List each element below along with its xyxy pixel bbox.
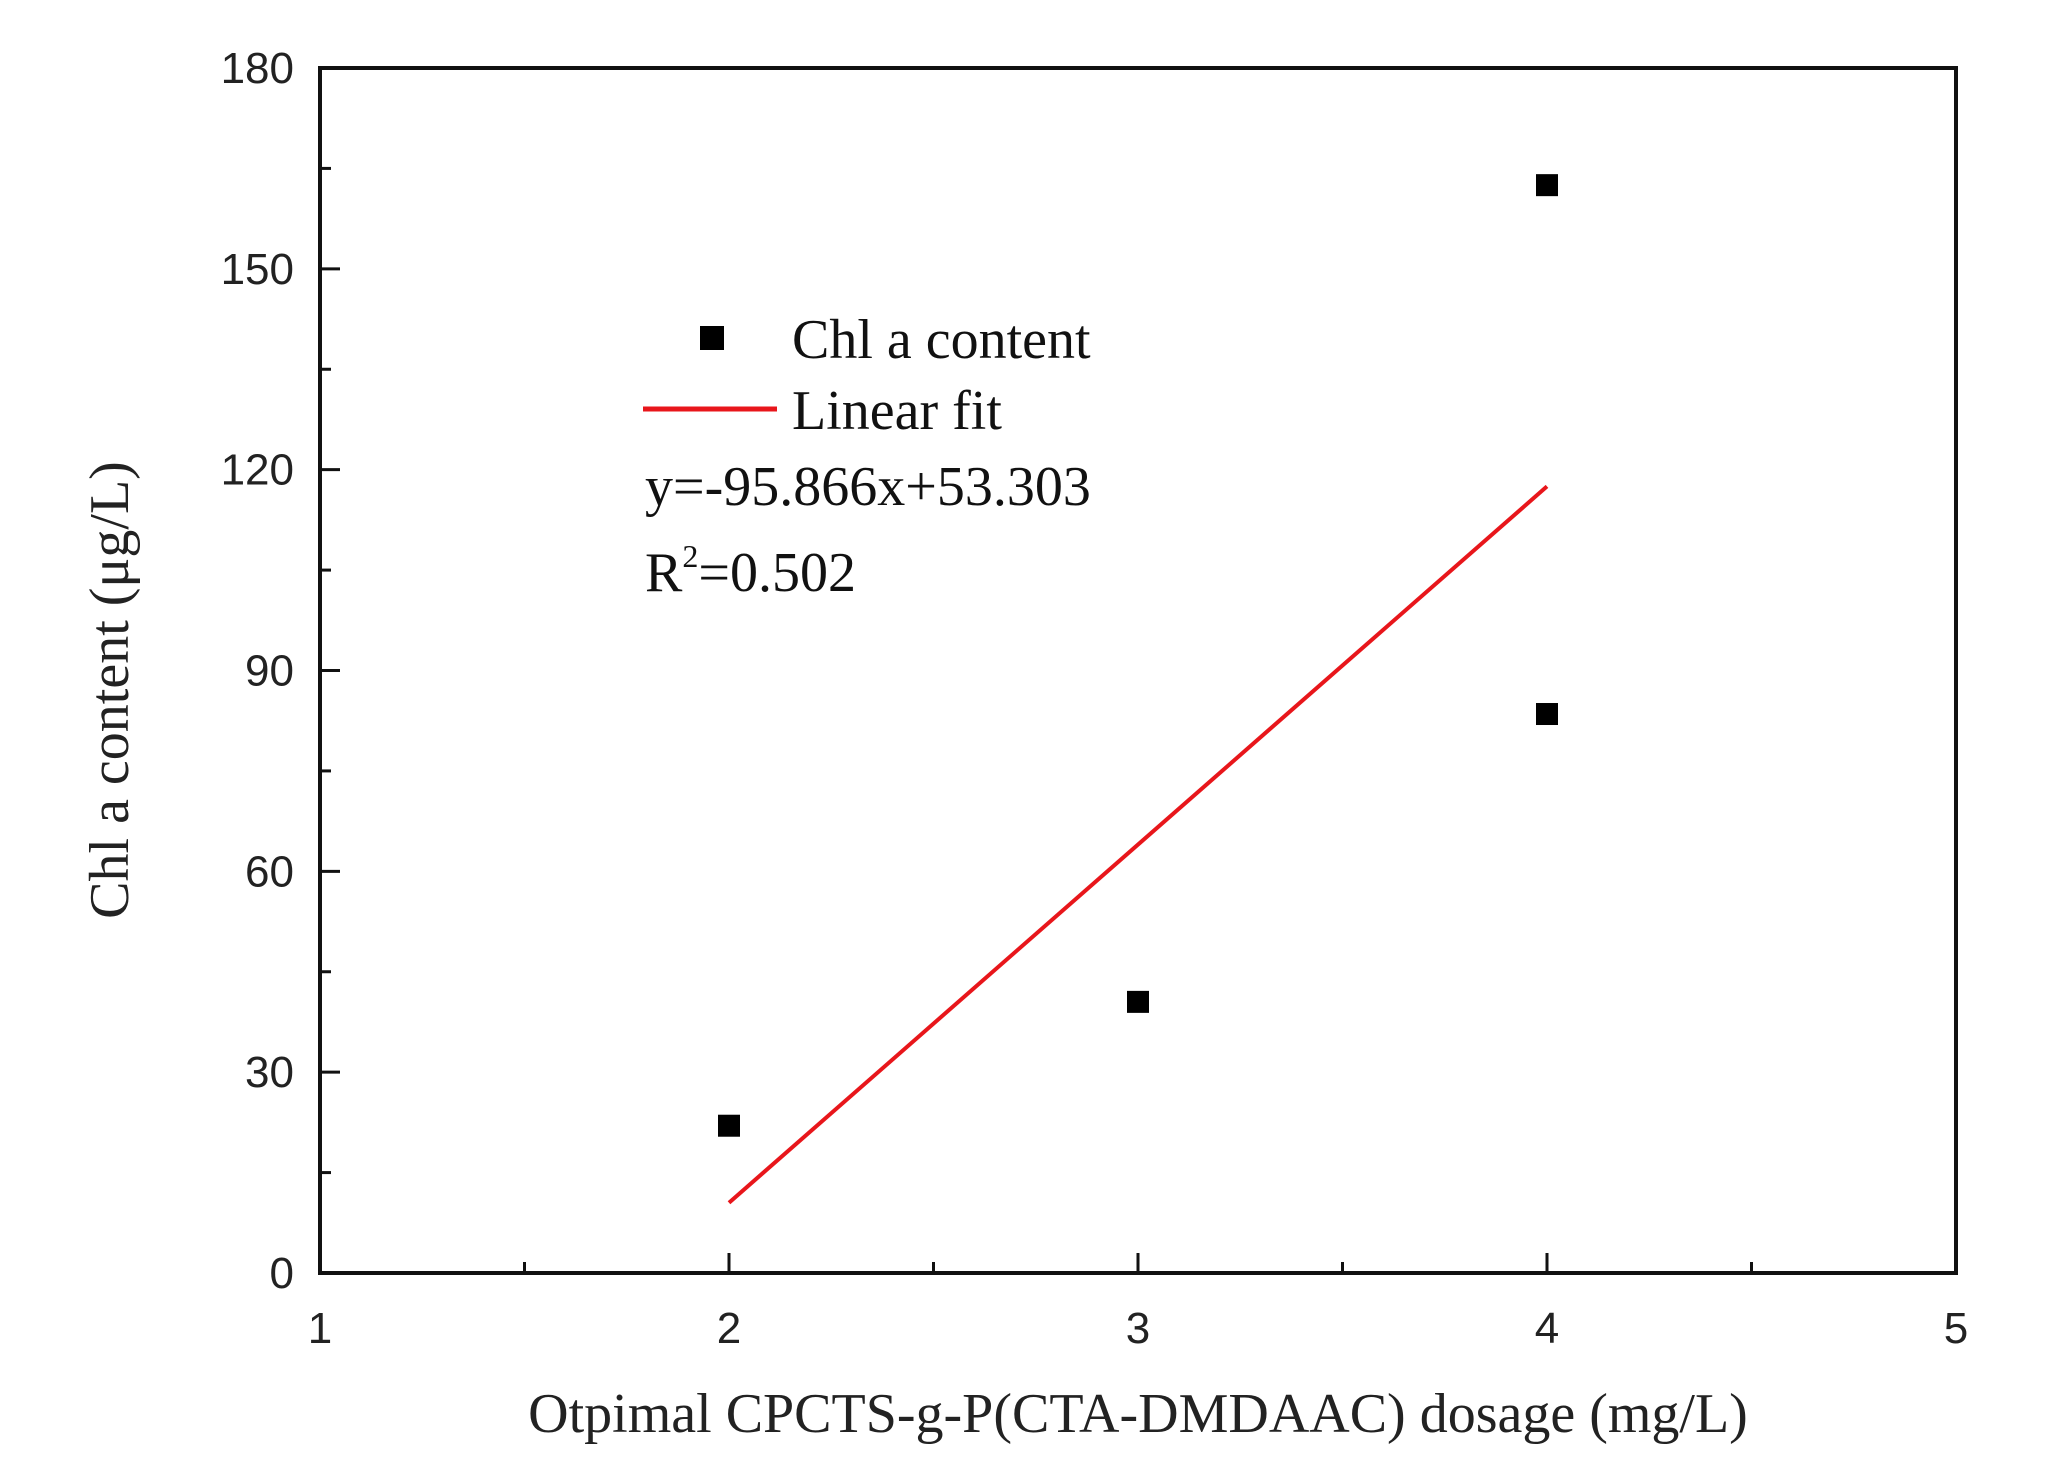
- x-tick-label: 4: [1535, 1304, 1559, 1353]
- scatter-point: [1536, 174, 1558, 197]
- x-axis-ticks: [318, 1253, 1958, 1273]
- fit-equation: y=-95.866x+53.303: [645, 456, 1091, 518]
- y-axis-tick-labels: 0 30 60 90 120 150 180: [221, 44, 294, 1298]
- x-axis-tick-labels: 1 2 3 4 5: [308, 1304, 1968, 1353]
- chl-a-content-series: [718, 174, 1558, 1137]
- x-tick-label: 5: [1944, 1304, 1968, 1353]
- x-tick-label: 2: [717, 1304, 741, 1353]
- y-axis-title: Chl a content (μg/L): [79, 461, 141, 919]
- y-tick-label: 30: [245, 1048, 294, 1097]
- y-tick-label: 90: [245, 647, 294, 696]
- linear-fit-line: [727, 484, 1549, 1205]
- r-squared-prefix: R: [645, 542, 683, 604]
- y-tick-label: 0: [270, 1249, 294, 1298]
- y-tick-label: 60: [245, 847, 294, 896]
- legend-label-linear-fit: Linear fit: [792, 380, 1002, 442]
- x-axis-title: Otpimal CPCTS-g-P(CTA-DMDAAC) dosage (mg…: [528, 1383, 1748, 1445]
- x-tick-label: 3: [1126, 1304, 1150, 1353]
- legend-label-chl-a-content: Chl a content: [792, 309, 1091, 371]
- y-tick-label: 180: [221, 44, 294, 93]
- x-tick-label: 1: [308, 1304, 332, 1353]
- scatter-point: [1127, 990, 1149, 1013]
- r-squared: R2=0.502: [645, 538, 856, 604]
- y-axis-ticks: [320, 66, 340, 1275]
- y-tick-label: 120: [221, 446, 294, 495]
- legend: Chl a content Linear fit y=-95.866x+53.3…: [643, 309, 1091, 604]
- r-squared-superscript: 2: [682, 538, 698, 574]
- scatter-point: [1536, 703, 1558, 726]
- legend-marker-square: [700, 326, 724, 350]
- y-tick-label: 150: [221, 245, 294, 294]
- r-squared-value: =0.502: [698, 542, 856, 604]
- plot-frame: [318, 66, 1958, 1275]
- scatter-point: [718, 1114, 740, 1137]
- linear-fit-series: [727, 484, 1549, 1205]
